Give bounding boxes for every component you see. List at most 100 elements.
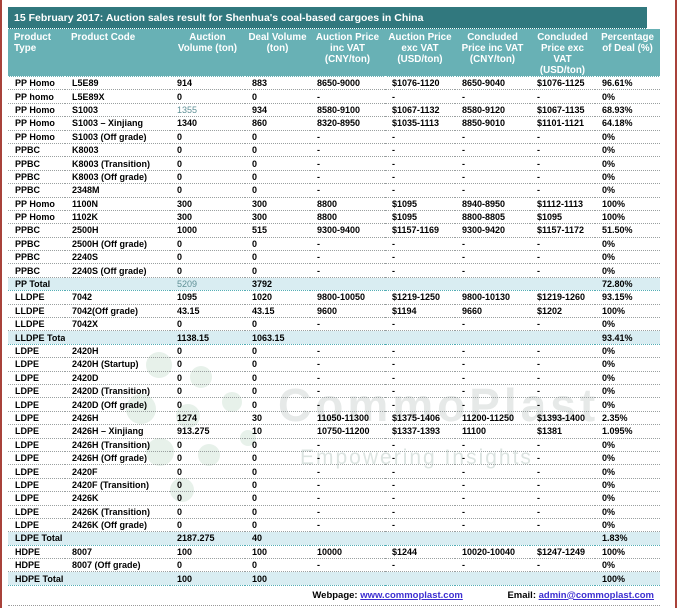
table-cell: - [455, 558, 530, 573]
table-cell: - [310, 464, 385, 479]
table-cell: - [530, 491, 595, 506]
table-cell: HDPE Total [8, 571, 65, 586]
table-cell: - [455, 170, 530, 185]
table-cell: PPBC [8, 143, 65, 158]
table-cell: 300 [170, 197, 245, 211]
table-cell: 68.93% [595, 103, 660, 118]
table-cell: 2348M [65, 183, 170, 198]
table-cell: 1.095% [595, 424, 660, 439]
table-cell: 300 [245, 197, 310, 211]
table-cell: $1194 [385, 304, 455, 319]
table-cell: 0% [595, 451, 660, 466]
table-cell: $1076-1120 [385, 76, 455, 91]
table-row: PPBC 2500H 1000 515 9300-9400 $1157-1169 9300-… [8, 223, 660, 238]
table-cell: 0 [245, 478, 310, 493]
table-cell: 0 [245, 183, 310, 198]
table-cell: - [310, 156, 385, 171]
table-cell: - [310, 384, 385, 399]
table-row: LDPE 2420D 0 0- - - -0% [8, 371, 660, 385]
table-cell: 1063.15 [245, 330, 310, 345]
table-cell: LLDPE [8, 304, 65, 319]
table-cell: 934 [245, 103, 310, 118]
table-cell [455, 276, 530, 292]
table-cell: - [385, 478, 455, 493]
table-cell: 0% [595, 558, 660, 573]
table-cell: 8800 [310, 210, 385, 225]
table-cell: 0 [245, 371, 310, 385]
table-row: PPBC K8003 (Transition) 0 0- - - -0% [8, 156, 660, 171]
table-cell: 300 [245, 210, 310, 225]
table-cell: - [385, 237, 455, 252]
table-cell: 8650-9040 [455, 76, 530, 91]
table-cell: 2420D [65, 371, 170, 385]
table-cell: $1337-1393 [385, 424, 455, 439]
table-cell: LLDPE Total [8, 330, 65, 345]
table-cell: 0 [245, 237, 310, 252]
table-row: LDPE 2426K (Off grade) 0 0- - - -0% [8, 518, 660, 533]
table-cell: S1003 (Off grade) [65, 130, 170, 144]
table-cell [310, 531, 385, 546]
table-cell: - [455, 384, 530, 399]
table-cell: 0% [595, 478, 660, 493]
table-cell: PPBC [8, 237, 65, 252]
table-cell: HDPE [8, 558, 65, 573]
table-cell: $1219-1260 [530, 290, 595, 305]
table-cell: 30 [245, 411, 310, 426]
table-cell: 2426H – Xinjiang [65, 424, 170, 439]
table-cell: PP homo [8, 89, 65, 104]
table-cell: 2420H [65, 344, 170, 359]
table-cell: 0% [595, 237, 660, 252]
table-cell: PP Homo [8, 116, 65, 131]
table-cell: 5209 [170, 276, 245, 292]
table-cell: LDPE [8, 451, 65, 466]
table-row: LDPE 2420H 0 0- - - -0% [8, 344, 660, 359]
table-cell: 1095 [170, 290, 245, 305]
table-cell: - [455, 491, 530, 506]
table-cell [385, 276, 455, 292]
table-cell: - [530, 464, 595, 479]
table-cell: 9800-10130 [455, 290, 530, 305]
total-row: HDPE Total 100 100 100% [8, 571, 660, 586]
table-row: LLDPE 7042(Off grade) 43.15 43.15 9600 $1194 9… [8, 304, 660, 319]
table-cell: 1340 [170, 116, 245, 131]
table-cell: 0 [170, 397, 245, 412]
table-cell: 0 [245, 397, 310, 412]
table-cell: 2420D (Transition) [65, 384, 170, 399]
table-cell: LDPE [8, 384, 65, 399]
table-cell: 100 [245, 571, 310, 586]
email-link[interactable]: admin@commoplast.com [538, 589, 654, 601]
table-cell: $1035-1113 [385, 116, 455, 131]
webpage-link[interactable]: www.commoplast.com [360, 589, 463, 601]
table-cell: 2426H (Transition) [65, 438, 170, 452]
table-cell: 0 [245, 518, 310, 533]
table-cell: - [455, 397, 530, 412]
table-cell [455, 330, 530, 345]
table-cell: - [310, 237, 385, 252]
table-cell [385, 330, 455, 345]
table-cell: - [455, 143, 530, 158]
table-cell: 8940-8950 [455, 197, 530, 211]
table-cell: 10000 [310, 545, 385, 560]
table-cell: - [530, 317, 595, 332]
table-cell: 0 [170, 558, 245, 573]
total-row: PP Total 5209 3792 72.80% [8, 276, 660, 292]
table-cell: 0 [170, 250, 245, 265]
table-cell: 0 [170, 317, 245, 332]
table-cell: - [385, 558, 455, 573]
table-cell: $1375-1406 [385, 411, 455, 426]
table-cell: 100% [595, 571, 660, 586]
table-row: LDPE 2426H (Transition) 0 0- - - -0% [8, 438, 660, 452]
table-cell: 1138.15 [170, 330, 245, 345]
column-header: Concluded Price exc VAT (USD/ton) [530, 29, 595, 77]
table-cell: 100 [245, 545, 310, 560]
table-cell: 0 [245, 344, 310, 359]
total-row: LDPE Total 2187.275 40 1.83% [8, 531, 660, 546]
table-cell: 11100 [455, 424, 530, 439]
table-cell: LDPE Total [8, 531, 65, 546]
table-row: PPBC K8003 0 0- - - -0% [8, 143, 660, 158]
table-cell: 0% [595, 384, 660, 399]
table-cell: - [530, 357, 595, 372]
table-row: PPBC 2500H (Off grade) 0 0- - - -0% [8, 237, 660, 252]
table-row: PPBC K8003 (Off grade) 0 0- - - -0% [8, 170, 660, 185]
table-row: LLDPE 7042 1095 1020 9800-10050 $1219-1250 980… [8, 290, 660, 305]
